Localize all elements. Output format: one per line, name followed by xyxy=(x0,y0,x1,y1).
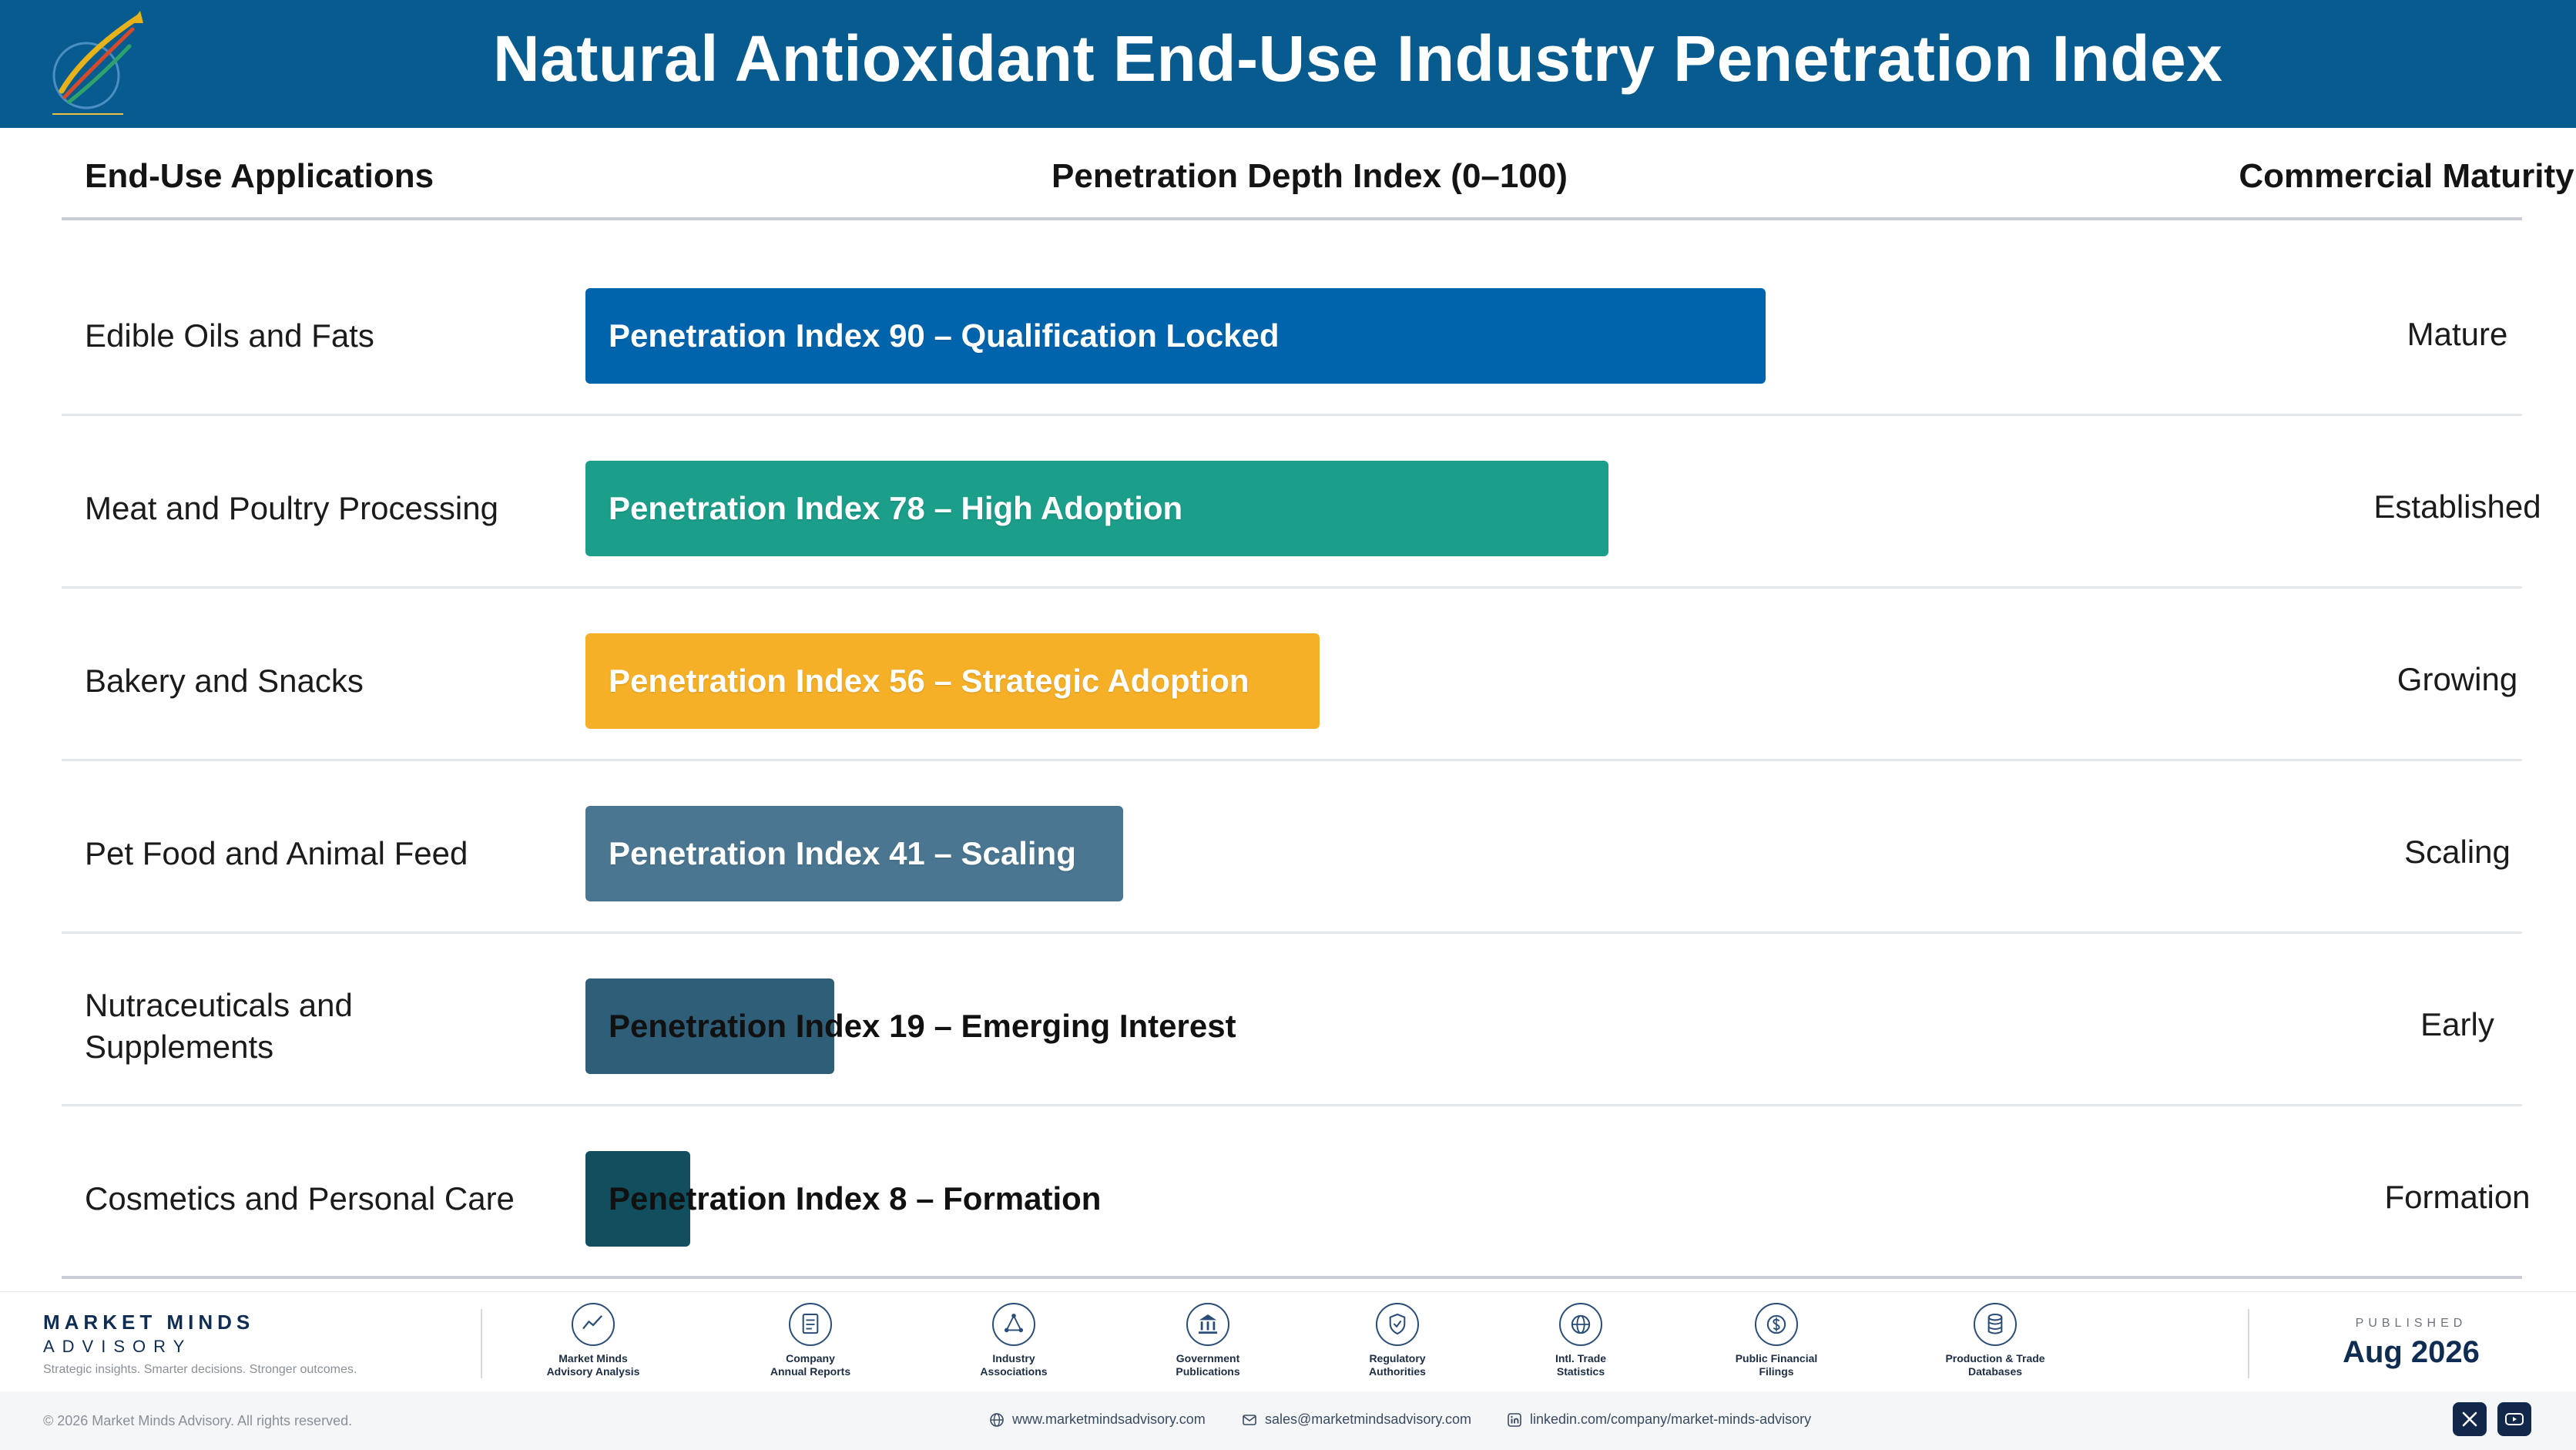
source-label: Market Minds Advisory Analysis xyxy=(546,1352,640,1378)
category-label: Bakery and Snacks xyxy=(85,663,364,699)
brand-subtitle: ADVISORY xyxy=(43,1337,193,1356)
government-building-icon xyxy=(1186,1303,1229,1346)
maturity-stage: Scaling xyxy=(2404,834,2511,870)
category-label: Meat and Poultry Processing xyxy=(85,490,498,526)
category-label: Pet Food and Animal Feed xyxy=(85,835,468,871)
page-title: Natural Antioxidant End-Use Industry Pen… xyxy=(493,22,2223,95)
bar-label: Penetration Index 56 – Strategic Adoptio… xyxy=(609,663,1249,699)
source-item: Industry Associations xyxy=(937,1303,1091,1378)
mail-icon xyxy=(1243,1414,1256,1425)
website-link[interactable]: www.marketmindsadvisory.com xyxy=(989,1411,1206,1428)
source-item: Intl. Trade Statistics xyxy=(1504,1303,1658,1378)
category-label: Nutraceuticals and Supplements xyxy=(85,987,353,1065)
bar-label: Penetration Index 8 – Formation xyxy=(609,1180,1102,1217)
youtube-social-button[interactable] xyxy=(2497,1402,2531,1436)
source-item: Government Publications xyxy=(1131,1303,1285,1378)
network-icon xyxy=(992,1303,1035,1346)
maturity-stage: Mature xyxy=(2407,316,2508,352)
source-item: Production & Trade Databases xyxy=(1918,1303,2072,1378)
x-social-button[interactable] xyxy=(2453,1402,2487,1436)
header-divider xyxy=(62,217,2522,220)
dollar-coin-icon xyxy=(1755,1303,1798,1346)
source-label: Company Annual Reports xyxy=(770,1352,851,1378)
chart-row: Pet Food and Animal Feed Penetration Inde… xyxy=(62,761,2522,934)
chart-row: Cosmetics and Personal Care Penetration I… xyxy=(62,1106,2531,1279)
chart-row: Bakery and Snacks Penetration Index 56 – … xyxy=(62,589,2522,761)
source-label: Public Financial Filings xyxy=(1735,1352,1818,1378)
shield-check-icon xyxy=(1376,1303,1419,1346)
column-header-stage: Commercial Maturity Stage xyxy=(2239,157,2576,195)
maturity-stage: Formation xyxy=(2384,1179,2531,1215)
bar xyxy=(585,978,834,1074)
footer-divider xyxy=(481,1309,482,1378)
chart-row: Meat and Poultry Processing Penetration I… xyxy=(62,416,2541,589)
linkedin-text: linkedin.com/company/market-minds-adviso… xyxy=(1530,1411,1812,1427)
bar-label: Penetration Index 41 – Scaling xyxy=(609,835,1076,871)
source-label: Intl. Trade Statistics xyxy=(1555,1352,1607,1378)
maturity-stage: Growing xyxy=(2397,661,2518,697)
source-label: Industry Associations xyxy=(980,1352,1048,1378)
source-label: Government Publications xyxy=(1176,1352,1240,1378)
document-icon xyxy=(789,1303,832,1346)
bar xyxy=(585,288,1766,384)
x-logo-icon xyxy=(2462,1411,2477,1427)
footer-sources-band: MARKET MINDS ADVISORY Strategic insights… xyxy=(0,1291,2576,1391)
email-link[interactable]: sales@marketmindsadvisory.com xyxy=(1242,1411,1471,1428)
source-item: Regulatory Authorities xyxy=(1320,1303,1474,1378)
maturity-stage: Established xyxy=(2373,488,2541,525)
linkedin-link[interactable]: linkedin.com/company/market-minds-adviso… xyxy=(1507,1411,1811,1428)
maturity-stage: Early xyxy=(2420,1006,2494,1042)
email-text: sales@marketmindsadvisory.com xyxy=(1265,1411,1472,1427)
brand-name: MARKET MINDS xyxy=(43,1311,255,1334)
copyright: © 2026 Market Minds Advisory. All rights… xyxy=(43,1413,353,1428)
column-header-applications: End-Use Applications xyxy=(85,157,434,195)
published-date: Aug 2026 xyxy=(2343,1335,2480,1369)
source-item: Company Annual Reports xyxy=(733,1303,887,1378)
source-label: Production & Trade Databases xyxy=(1945,1352,2045,1378)
linkedin-icon xyxy=(1508,1412,1521,1427)
column-header-index: Penetration Depth Index (0–100) xyxy=(1052,157,1568,195)
bar xyxy=(585,633,1320,729)
youtube-icon xyxy=(2505,1413,2524,1425)
bar xyxy=(585,461,1608,556)
published-label: PUBLISHED xyxy=(2355,1317,2467,1330)
chart-row: Edible Oils and Fats Penetration Index 90… xyxy=(62,243,2522,416)
company-logo-icon xyxy=(52,11,143,115)
database-icon xyxy=(1974,1303,2017,1346)
header-banner: Natural Antioxidant End-Use Industry Pen… xyxy=(0,0,2576,128)
globe-icon xyxy=(990,1412,1004,1427)
source-item: Market Minds Advisory Analysis xyxy=(516,1303,670,1378)
bar xyxy=(585,1151,690,1247)
bar xyxy=(585,806,1123,901)
category-label: Cosmetics and Personal Care xyxy=(85,1180,515,1217)
footer-divider xyxy=(2248,1309,2249,1378)
bar-label: Penetration Index 78 – High Adoption xyxy=(609,490,1183,526)
globe-icon xyxy=(1559,1303,1602,1346)
chart-row: Nutraceuticals and Supplements Penetratio… xyxy=(62,934,2522,1106)
bar-label: Penetration Index 19 – Emerging Interest xyxy=(609,1008,1236,1044)
bar-label: Penetration Index 90 – Qualification Loc… xyxy=(609,317,1280,354)
source-label: Regulatory Authorities xyxy=(1369,1352,1426,1378)
chart-line-icon xyxy=(572,1303,615,1346)
website-text: www.marketmindsadvisory.com xyxy=(1012,1411,1206,1427)
brand-tagline: Strategic insights. Smarter decisions. S… xyxy=(43,1363,357,1376)
footer: MARKET MINDS ADVISORY Strategic insights… xyxy=(0,1291,2576,1450)
source-item: Public Financial Filings xyxy=(1699,1303,1853,1378)
category-label: Edible Oils and Fats xyxy=(85,317,374,354)
